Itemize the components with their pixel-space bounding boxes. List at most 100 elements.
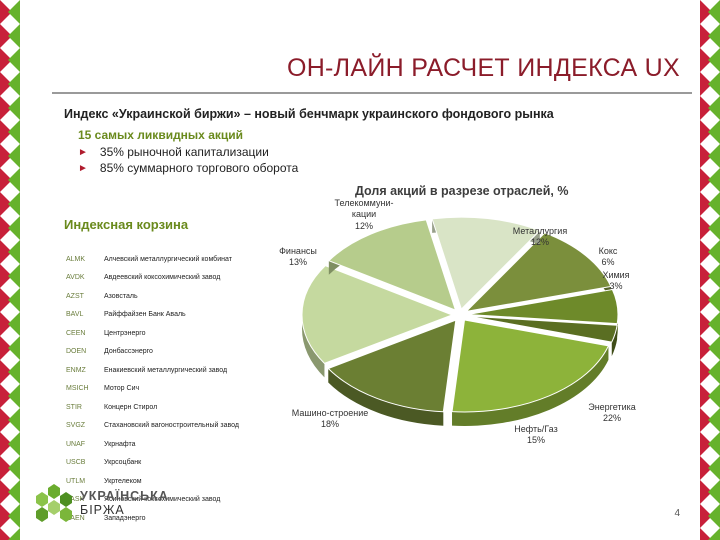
basket-row: MSICH Мотор Сич [66, 380, 239, 399]
pie-slice [431, 216, 541, 311]
key-facts: 15 самых ликвидных акций ► 35% рыночной … [78, 128, 298, 177]
bullet-arrow-icon: ► [78, 146, 88, 158]
pie-label-value: 13% [288, 257, 307, 268]
company-name: Концерн Стирол [104, 403, 158, 411]
pie-data-label: Металлургия 12% [500, 226, 580, 249]
basket-row: UTLM Укртелеком [66, 472, 239, 491]
company-name: Укрсоцбанк [104, 459, 142, 467]
basket-row: ENMZ Енакиевский металлургический завод [66, 361, 239, 380]
ticker-code: BAVL [66, 311, 84, 319]
ticker-code: CEEN [66, 329, 86, 337]
company-name: Донбассэнерго [104, 348, 153, 356]
basket-row: AZST Азовсталь [66, 287, 239, 306]
company-name: Укрнафта [104, 440, 136, 448]
pie-label-name: Телекоммуни-кации [334, 198, 394, 220]
basket-row: YASK Ясиновский коксохимический завод [66, 491, 239, 510]
company-name: Ясиновский коксохимический завод [104, 496, 221, 504]
pie-data-label: Химия 3% [576, 270, 656, 293]
ticker-code: YASK [66, 496, 85, 504]
ticker-code: ALMK [66, 255, 86, 263]
company-name: Мотор Сич [104, 385, 140, 393]
company-name: Азовсталь [104, 292, 138, 300]
pie-label-name: Нефть/Газ [514, 424, 558, 434]
exchange-logo-icon [36, 484, 72, 522]
basket-row: STIR Концерн Стирол [66, 398, 239, 417]
pie-label-name: Машино-строение [291, 408, 369, 418]
key-fact-item: ► 35% рыночной капитализации [78, 145, 298, 159]
ticker-code: UNAF [66, 440, 86, 448]
pie-slice [301, 265, 454, 364]
basket-row: SVGZ Стахановский вагоностроительный заво… [66, 417, 239, 436]
pie-label-name: Металлургия [512, 226, 568, 236]
right-decorative-border [700, 0, 720, 540]
pie-data-label: Машино-строение 18% [290, 408, 370, 431]
pie-data-label: Кокс 6% [568, 246, 648, 269]
pie-label-value: 12% [354, 220, 373, 231]
key-fact-item: ► 85% суммарного торгового оборота [78, 161, 298, 175]
basket-row: ZAEN Западэнерго [66, 509, 239, 528]
pie-label-value: 3% [609, 281, 623, 292]
pie-slice [467, 315, 618, 343]
basket-row: BAVL Райффайзен Банк Аваль [66, 306, 239, 325]
basket-list: ALMK Алчевский металлургический комбинат A… [66, 250, 239, 528]
pie-slice [464, 232, 612, 313]
company-name: Енакиевский металлургический завод [104, 366, 228, 374]
company-name: Западэнерго [104, 514, 146, 522]
bullet-arrow-icon: ► [78, 162, 88, 174]
pie-data-label: Нефть/Газ 15% [496, 424, 576, 447]
basket-row: USCB Укрсоцбанк [66, 454, 239, 473]
company-name: Авдеевский коксохимический завод [104, 274, 221, 282]
company-name: Стахановский вагоностроительный завод [104, 422, 239, 430]
logo-line-2: БІРЖА [80, 502, 125, 517]
ticker-code: UTLM [66, 477, 86, 485]
pie-label-value: 22% [602, 413, 621, 424]
pie-slice [451, 319, 610, 413]
pie-slice [327, 219, 457, 311]
pie-label-name: Химия [602, 270, 630, 280]
logo-line-1: УКРАЇНСЬКА [80, 489, 169, 503]
chart-title: Доля акций в разрезе отраслей, % [355, 184, 569, 198]
pie-data-label: Финансы 13% [258, 246, 338, 269]
pie-label-value: 15% [526, 435, 545, 446]
key-fact-text: 85% суммарного торгового оборота [99, 161, 299, 175]
page-number: 4 [674, 508, 680, 519]
ticker-code: STIR [66, 403, 82, 411]
pie-label-value: 18% [320, 419, 339, 430]
company-name: Центрэнерго [104, 329, 146, 337]
pie-slice-side [328, 368, 444, 426]
ticker-code: DOEN [66, 348, 87, 356]
page-subtitle: Индекс «Украинской биржи» – новый бенчма… [64, 107, 554, 121]
ticker-code: MSICH [66, 385, 89, 393]
sector-pie-chart [301, 216, 619, 426]
page-title: ОН-ЛАЙН РАСЧЕТ ИНДЕКСА UX [286, 54, 680, 82]
key-facts-heading: 15 самых ликвидных акций [78, 128, 243, 142]
ticker-code: ZAEN [66, 514, 85, 522]
company-name: Алчевский металлургический комбинат [104, 255, 232, 263]
title-divider [52, 92, 692, 94]
pie-label-name: Финансы [279, 246, 317, 256]
ticker-code: AZST [66, 292, 84, 300]
basket-row: DOEN Донбассэнерго [66, 343, 239, 362]
exchange-logo-text: УКРАЇНСЬКА БІРЖА [80, 489, 169, 518]
basket-row: CEEN Центрэнерго [66, 324, 239, 343]
pie-label-name: Кокс [598, 246, 618, 256]
ticker-code: ENMZ [66, 366, 86, 374]
pie-slice-side [452, 345, 609, 426]
basket-row: AVDK Авдеевский коксохимический завод [66, 269, 239, 288]
ticker-code: USCB [66, 459, 86, 467]
pie-slice [327, 319, 457, 413]
pie-slice [467, 288, 619, 325]
company-name: Райффайзен Банк Аваль [104, 311, 186, 319]
basket-row: UNAF Укрнафта [66, 435, 239, 454]
pie-label-value: 6% [601, 257, 615, 268]
left-decorative-border [0, 0, 20, 540]
company-name: Укртелеком [104, 477, 142, 485]
basket-row: ALMK Алчевский металлургический комбинат [66, 250, 239, 269]
pie-data-label: Телекоммуни-кации 12% [324, 198, 404, 232]
basket-title: Индексная корзина [64, 217, 189, 232]
pie-data-label: Энергетика 22% [572, 402, 652, 425]
key-fact-text: 35% рыночной капитализации [99, 145, 269, 159]
ticker-code: AVDK [66, 274, 85, 282]
ticker-code: SVGZ [66, 422, 86, 430]
pie-label-name: Энергетика [588, 402, 636, 412]
